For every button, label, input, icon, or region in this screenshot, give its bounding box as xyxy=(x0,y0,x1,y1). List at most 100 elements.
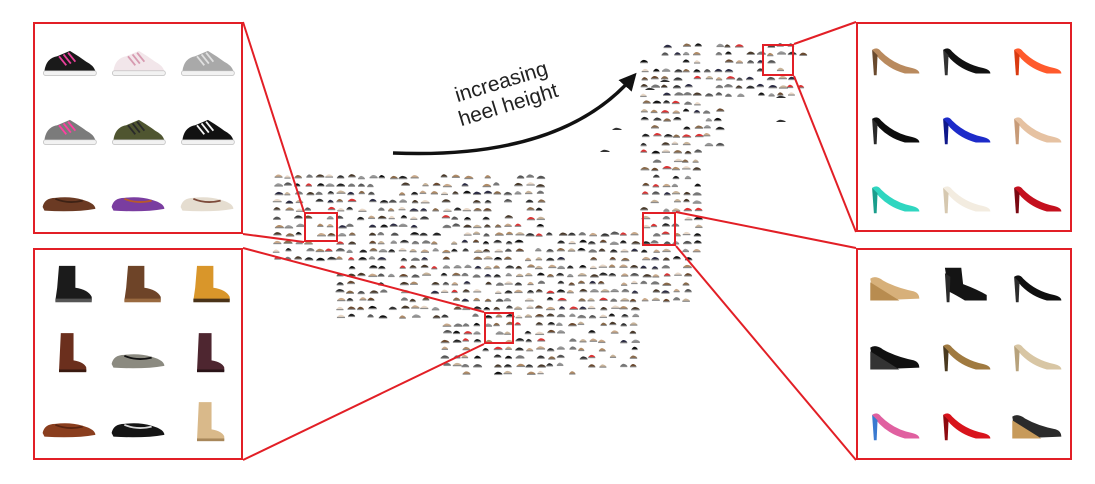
shoe-thumbnail-icon xyxy=(473,331,481,335)
shoe-thumbnail-icon xyxy=(682,282,690,286)
shoe-thumbnail-icon xyxy=(525,199,534,203)
shoe-thumbnail-icon xyxy=(650,75,659,80)
shoe-thumbnail-icon xyxy=(410,232,420,236)
shoe-thumbnail-icon xyxy=(673,150,682,154)
shoe-thumbnail-icon xyxy=(440,174,448,178)
shoe-thumbnail-icon xyxy=(693,75,702,80)
shoe-thumbnail-icon xyxy=(390,232,399,236)
shoe-thumbnail-icon xyxy=(641,249,648,253)
shoe-thumbnail-icon xyxy=(651,257,660,261)
shoe-thumbnail-icon xyxy=(359,297,367,301)
panel-cell xyxy=(104,250,173,319)
shoe-thumbnail-icon xyxy=(484,315,493,319)
shoe-thumbnail-icon xyxy=(305,183,312,187)
shoe-thumbnail-icon xyxy=(432,232,442,236)
low-top-sneaker-icon xyxy=(180,119,235,145)
shoe-thumbnail-icon xyxy=(348,241,356,245)
shoe-thumbnail-icon xyxy=(526,348,534,352)
panel-cell xyxy=(929,24,1000,93)
shoe-thumbnail-icon xyxy=(641,133,650,138)
zoom-box-bottom-right xyxy=(642,212,676,246)
shoe-thumbnail-icon xyxy=(358,208,367,212)
teal-pump-icon xyxy=(872,186,920,213)
shoe-thumbnail-icon xyxy=(640,93,647,98)
shoe-thumbnail-icon xyxy=(401,305,410,309)
shoe-thumbnail-icon xyxy=(419,190,427,195)
shoe-thumbnail-icon xyxy=(367,183,374,188)
shoe-thumbnail-icon xyxy=(369,240,377,245)
shoe-thumbnail-icon xyxy=(505,248,512,253)
shoe-thumbnail-icon xyxy=(388,215,395,220)
shoe-thumbnail-icon xyxy=(556,362,564,367)
panel-top-right xyxy=(856,22,1072,232)
shoe-thumbnail-icon xyxy=(610,231,620,235)
shoe-thumbnail-icon xyxy=(441,314,449,318)
panel-cell xyxy=(104,24,173,93)
shoe-thumbnail-icon xyxy=(472,231,481,235)
shoe-thumbnail-icon xyxy=(410,216,418,220)
flip-flop-icon xyxy=(111,197,165,212)
shoe-thumbnail-icon xyxy=(453,297,461,301)
shoe-thumbnail-icon xyxy=(306,174,313,178)
shoe-thumbnail-icon xyxy=(368,224,377,228)
shoe-thumbnail-icon xyxy=(451,216,459,220)
shoe-thumbnail-icon xyxy=(400,257,408,262)
shoe-thumbnail-icon xyxy=(420,216,429,220)
shoe-thumbnail-icon xyxy=(367,297,375,302)
panel-cell xyxy=(999,24,1070,93)
shoe-thumbnail-icon xyxy=(620,339,628,344)
shoe-thumbnail-icon xyxy=(590,265,597,270)
shoe-thumbnail-icon xyxy=(556,272,564,277)
shoe-thumbnail-icon xyxy=(641,68,649,73)
shoe-thumbnail-icon xyxy=(295,231,302,236)
shoe-thumbnail-icon xyxy=(464,217,471,221)
shoe-thumbnail-icon xyxy=(724,84,733,88)
shoe-thumbnail-icon xyxy=(673,117,682,121)
shoe-thumbnail-icon xyxy=(463,224,472,229)
shoe-thumbnail-icon xyxy=(651,167,659,172)
shoe-thumbnail-icon xyxy=(440,339,450,344)
shoe-thumbnail-icon xyxy=(398,223,408,227)
shoe-thumbnail-icon xyxy=(472,239,479,244)
shoe-thumbnail-icon xyxy=(734,44,744,48)
shoe-thumbnail-icon xyxy=(662,248,671,253)
shoe-thumbnail-icon xyxy=(368,215,376,220)
shoe-thumbnail-icon xyxy=(317,233,326,237)
shoe-thumbnail-icon xyxy=(653,133,662,137)
shoe-thumbnail-icon xyxy=(588,364,596,368)
shoe-thumbnail-icon xyxy=(537,280,545,285)
shoe-thumbnail-icon xyxy=(482,347,489,352)
shoe-thumbnail-icon xyxy=(535,233,543,237)
shoe-thumbnail-icon xyxy=(442,281,449,286)
panel-cell xyxy=(35,163,104,232)
shoe-thumbnail-icon xyxy=(368,191,375,196)
shoe-thumbnail-icon xyxy=(589,338,598,342)
shoe-thumbnail-icon xyxy=(524,330,532,335)
shoe-thumbnail-icon xyxy=(453,323,463,327)
shoe-thumbnail-icon xyxy=(274,191,284,196)
athletic-sneaker-icon xyxy=(43,50,97,76)
shoe-thumbnail-icon xyxy=(515,314,523,319)
shoe-thumbnail-icon xyxy=(640,84,648,88)
shoe-thumbnail-icon xyxy=(504,256,512,260)
shoe-thumbnail-icon xyxy=(663,44,672,49)
panel-top-left xyxy=(33,22,243,234)
penny-loafer-icon xyxy=(42,423,96,438)
shoe-thumbnail-icon xyxy=(693,69,701,73)
shoe-thumbnail-icon xyxy=(768,84,778,89)
shoe-thumbnail-icon xyxy=(653,174,660,178)
shoe-thumbnail-icon xyxy=(473,297,480,302)
shoe-thumbnail-icon xyxy=(598,248,606,252)
panel-cell xyxy=(35,319,104,388)
shoe-thumbnail-icon xyxy=(274,224,284,229)
shoe-thumbnail-icon xyxy=(640,207,649,211)
shoe-thumbnail-icon xyxy=(610,288,619,293)
panel-cell xyxy=(858,250,929,319)
shoe-thumbnail-icon xyxy=(556,289,566,293)
shoe-thumbnail-icon xyxy=(650,223,658,228)
shoe-thumbnail-icon xyxy=(661,265,670,269)
shoe-thumbnail-icon xyxy=(714,68,723,73)
shoe-thumbnail-icon xyxy=(473,306,482,310)
boat-shoe-icon xyxy=(112,50,166,76)
shoe-thumbnail-icon xyxy=(398,248,407,252)
